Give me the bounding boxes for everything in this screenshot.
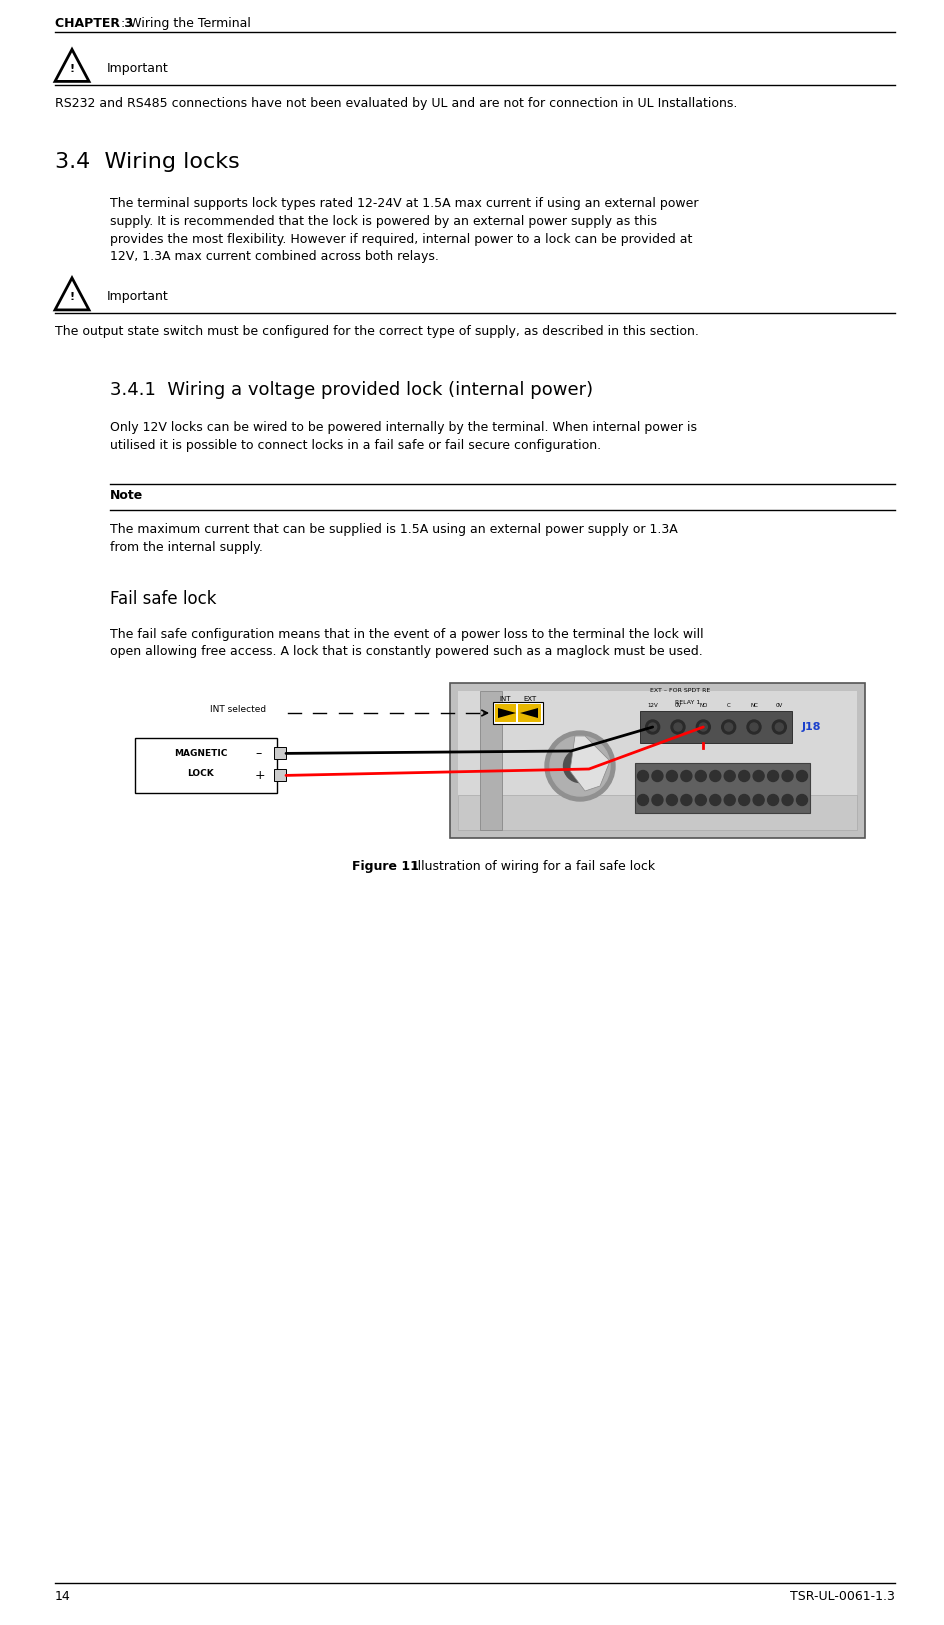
Circle shape <box>545 731 615 801</box>
Bar <box>493 702 543 725</box>
Polygon shape <box>498 708 516 718</box>
Text: The fail safe configuration means that in the event of a power loss to the termi: The fail safe configuration means that i… <box>110 627 703 640</box>
Text: provides the most flexibility. However if required, internal power to a lock can: provides the most flexibility. However i… <box>110 232 692 245</box>
Bar <box>450 682 865 838</box>
Bar <box>635 764 810 812</box>
Circle shape <box>767 770 779 782</box>
Text: EXT: EXT <box>524 696 537 702</box>
Circle shape <box>782 795 793 806</box>
Text: Note: Note <box>110 489 143 502</box>
Circle shape <box>739 770 750 782</box>
Text: J18: J18 <box>802 722 821 731</box>
Circle shape <box>550 736 610 796</box>
Text: The maximum current that can be supplied is 1.5A using an external power supply : The maximum current that can be supplied… <box>110 523 678 536</box>
Text: Important: Important <box>107 291 169 304</box>
Circle shape <box>710 770 721 782</box>
Bar <box>135 738 277 793</box>
Text: TSR-UL-0061-1.3: TSR-UL-0061-1.3 <box>790 1589 895 1602</box>
Text: The terminal supports lock types rated 12-24V at 1.5A max current if using an ex: The terminal supports lock types rated 1… <box>110 198 699 211</box>
Bar <box>458 795 857 830</box>
Circle shape <box>652 795 663 806</box>
Circle shape <box>696 795 706 806</box>
Text: 0V: 0V <box>674 704 682 708</box>
Bar <box>495 704 516 722</box>
Text: EXT – FOR SPDT RE: EXT – FOR SPDT RE <box>650 687 710 692</box>
Text: : Wiring the Terminal: : Wiring the Terminal <box>117 16 251 29</box>
Circle shape <box>725 723 733 731</box>
Circle shape <box>797 770 807 782</box>
Text: INT: INT <box>499 696 512 702</box>
Circle shape <box>750 723 758 731</box>
Text: !: ! <box>70 63 75 73</box>
Circle shape <box>646 720 660 734</box>
Circle shape <box>797 795 807 806</box>
Bar <box>518 704 541 722</box>
Text: 12V: 12V <box>648 704 658 708</box>
Text: Only 12V locks can be wired to be powered internally by the terminal. When inter: Only 12V locks can be wired to be powere… <box>110 421 697 434</box>
Text: from the internal supply.: from the internal supply. <box>110 541 262 554</box>
Circle shape <box>724 770 735 782</box>
Polygon shape <box>520 708 538 718</box>
Text: 0V: 0V <box>776 704 783 708</box>
Bar <box>480 691 502 830</box>
Text: CHAPTER 3: CHAPTER 3 <box>55 16 133 29</box>
Text: +: + <box>255 769 265 782</box>
Circle shape <box>674 723 682 731</box>
Text: –: – <box>255 748 261 760</box>
Text: MAGNETIC: MAGNETIC <box>174 749 227 757</box>
Polygon shape <box>570 736 610 791</box>
Text: Important: Important <box>107 62 169 75</box>
Circle shape <box>753 795 764 806</box>
Text: Figure 11: Figure 11 <box>352 860 419 873</box>
Circle shape <box>637 795 649 806</box>
Text: RS232 and RS485 connections have not been evaluated by UL and are not for connec: RS232 and RS485 connections have not bee… <box>55 98 737 111</box>
Text: INT selected: INT selected <box>210 705 266 715</box>
Text: open allowing free access. A lock that is constantly powered such as a maglock m: open allowing free access. A lock that i… <box>110 645 702 658</box>
Bar <box>274 769 286 782</box>
Circle shape <box>649 723 657 731</box>
Circle shape <box>696 770 706 782</box>
Bar <box>274 748 286 759</box>
Circle shape <box>564 749 597 783</box>
Circle shape <box>767 795 779 806</box>
Text: NC: NC <box>750 704 758 708</box>
Text: supply. It is recommended that the lock is powered by an external power supply a: supply. It is recommended that the lock … <box>110 214 657 228</box>
Circle shape <box>724 795 735 806</box>
Text: Illustration of wiring for a fail safe lock: Illustration of wiring for a fail safe l… <box>410 860 655 873</box>
Circle shape <box>697 720 710 734</box>
Circle shape <box>652 770 663 782</box>
Text: !: ! <box>70 292 75 302</box>
Bar <box>640 712 792 743</box>
Text: The output state switch must be configured for the correct type of supply, as de: The output state switch must be configur… <box>55 325 699 338</box>
Circle shape <box>753 770 764 782</box>
Circle shape <box>782 770 793 782</box>
Circle shape <box>666 770 678 782</box>
Circle shape <box>681 770 692 782</box>
Text: NO: NO <box>700 704 707 708</box>
Circle shape <box>739 795 750 806</box>
Text: RELAY 1: RELAY 1 <box>675 700 700 705</box>
Circle shape <box>681 795 692 806</box>
Text: C: C <box>727 704 731 708</box>
Bar <box>458 691 857 830</box>
Circle shape <box>710 795 721 806</box>
Circle shape <box>747 720 761 734</box>
Text: LOCK: LOCK <box>187 769 213 778</box>
Circle shape <box>700 723 707 731</box>
Circle shape <box>637 770 649 782</box>
Circle shape <box>775 723 784 731</box>
Text: utilised it is possible to connect locks in a fail safe or fail secure configura: utilised it is possible to connect locks… <box>110 439 601 452</box>
Circle shape <box>666 795 678 806</box>
Text: 14: 14 <box>55 1589 71 1602</box>
Circle shape <box>721 720 735 734</box>
Text: 3.4  Wiring locks: 3.4 Wiring locks <box>55 153 240 172</box>
Text: Fail safe lock: Fail safe lock <box>110 590 216 608</box>
Text: 3.4.1  Wiring a voltage provided lock (internal power): 3.4.1 Wiring a voltage provided lock (in… <box>110 380 593 400</box>
Circle shape <box>671 720 685 734</box>
Text: 12V, 1.3A max current combined across both relays.: 12V, 1.3A max current combined across bo… <box>110 250 439 263</box>
Circle shape <box>772 720 786 734</box>
